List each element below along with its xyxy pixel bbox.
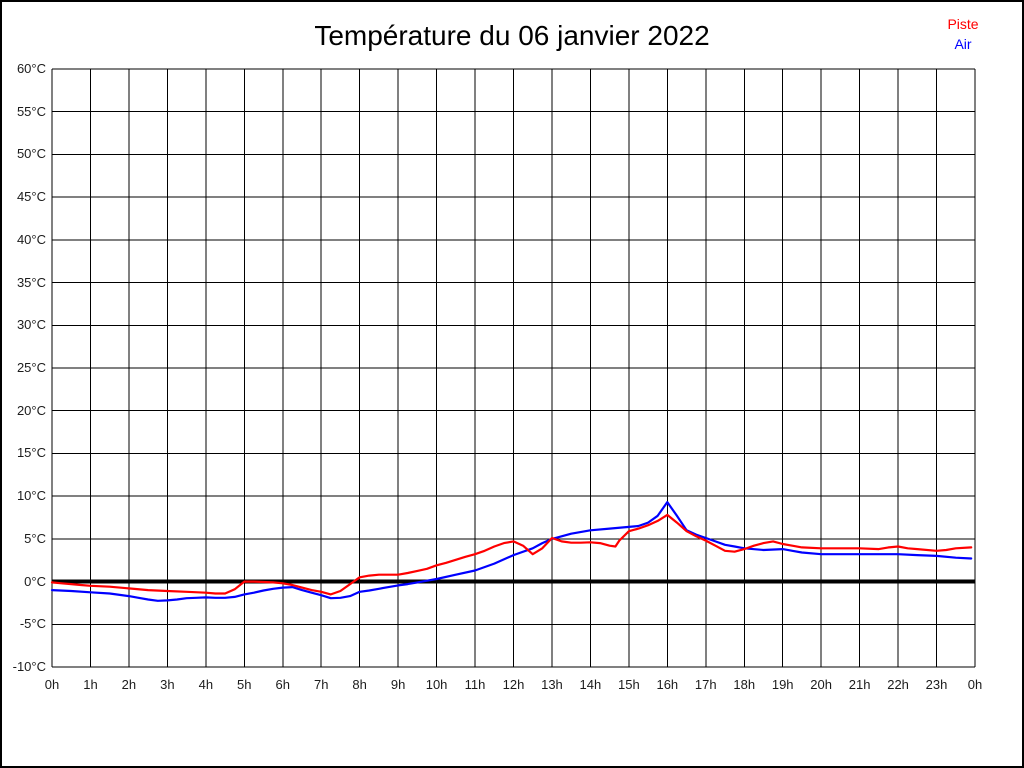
y-tick-label: 50°C [16, 146, 46, 162]
y-tick-label: 60°C [16, 61, 46, 76]
x-tick-label: 3h [160, 677, 175, 692]
y-tick-label: 15°C [16, 445, 46, 461]
y-tick-label: 5°C [24, 530, 46, 546]
y-tick-label: 0°C [24, 573, 46, 589]
y-tick-label: 20°C [16, 402, 46, 418]
x-tick-label: 17h [694, 677, 717, 692]
x-tick-label: 11h [464, 677, 486, 692]
y-tick-label: 45°C [16, 189, 46, 205]
x-tick-label: 16h [656, 677, 679, 692]
x-tick-label: 10h [425, 677, 448, 692]
x-tick-label: 20h [810, 677, 832, 692]
x-tick-label: 1h [83, 677, 98, 692]
x-tick-label: 21h [848, 677, 871, 692]
x-tick-label: 8h [352, 677, 367, 692]
x-tick-label: 18h [733, 677, 756, 692]
x-tick-label: 23h [925, 677, 948, 692]
legend-item-piste: Piste [947, 16, 979, 32]
y-tick-label: 40°C [16, 231, 46, 247]
series-line-air [50, 501, 973, 602]
x-tick-label: 9h [390, 677, 406, 692]
y-tick-label: 30°C [16, 317, 46, 333]
y-tick-label: 25°C [16, 360, 46, 375]
chart-title: Température du 06 janvier 2022 [314, 20, 710, 51]
y-tick-label: -5°C [19, 616, 46, 632]
x-tick-label: 12h [502, 677, 525, 692]
y-tick-label: 10°C [16, 488, 46, 504]
x-tick-label: 5h [237, 677, 252, 692]
x-tick-label: 0h [967, 677, 983, 692]
x-tick-label: 4h [198, 677, 214, 692]
legend: Piste Air [903, 14, 1022, 54]
legend-item-air: Air [954, 36, 972, 52]
x-tick-label: 15h [618, 677, 640, 692]
x-tick-label: 2h [121, 677, 137, 692]
y-tick-label: -10°C [12, 659, 46, 674]
x-tick-label: 13h [541, 677, 563, 692]
x-tick-label: 7h [313, 677, 329, 692]
x-tick-label: 19h [771, 677, 794, 692]
x-tick-label: 14h [579, 677, 602, 692]
y-tick-label: 35°C [16, 274, 46, 290]
x-tick-label: 22h [887, 677, 909, 692]
series-line-piste [50, 513, 973, 596]
x-tick-label: 0h [44, 677, 60, 692]
x-tick-label: 6h [275, 677, 290, 692]
y-tick-label: 55°C [16, 103, 46, 119]
